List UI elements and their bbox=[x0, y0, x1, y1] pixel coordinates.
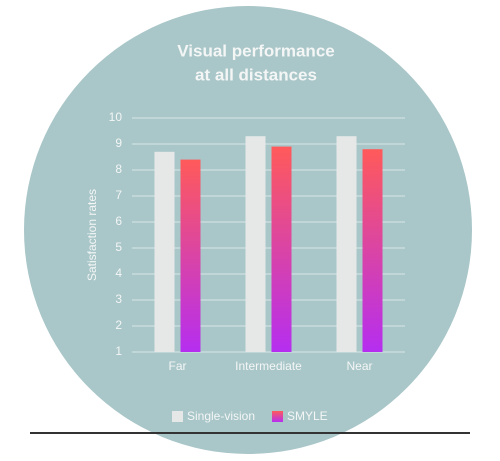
y-tick-label: 2 bbox=[115, 318, 122, 332]
chart-title: Visual performance bbox=[177, 41, 334, 60]
bar bbox=[180, 159, 201, 352]
y-tick-label: 4 bbox=[115, 266, 122, 280]
bar bbox=[271, 146, 292, 352]
legend-swatch bbox=[272, 411, 283, 422]
y-tick-label: 1 bbox=[115, 344, 122, 358]
y-tick-label: 3 bbox=[115, 292, 122, 306]
x-tick-label: Far bbox=[169, 359, 187, 373]
bar bbox=[245, 136, 266, 352]
x-tick-label: Near bbox=[346, 359, 372, 373]
y-tick-label: 8 bbox=[115, 162, 122, 176]
legend-swatch bbox=[172, 411, 183, 422]
bar bbox=[154, 151, 175, 352]
y-tick-label: 6 bbox=[115, 214, 122, 228]
bar bbox=[336, 136, 357, 352]
y-axis-label: Satisfaction rates bbox=[85, 189, 99, 281]
y-tick-label: 5 bbox=[115, 240, 122, 254]
legend-label: Single-vision bbox=[187, 409, 255, 423]
y-tick-label: 9 bbox=[115, 136, 122, 150]
legend-label: SMYLE bbox=[287, 409, 328, 423]
y-tick-label: 10 bbox=[109, 110, 123, 124]
chart-title: at all distances bbox=[195, 65, 317, 84]
bar bbox=[362, 149, 383, 352]
y-tick-label: 7 bbox=[115, 188, 122, 202]
x-tick-label: Intermediate bbox=[235, 359, 302, 373]
